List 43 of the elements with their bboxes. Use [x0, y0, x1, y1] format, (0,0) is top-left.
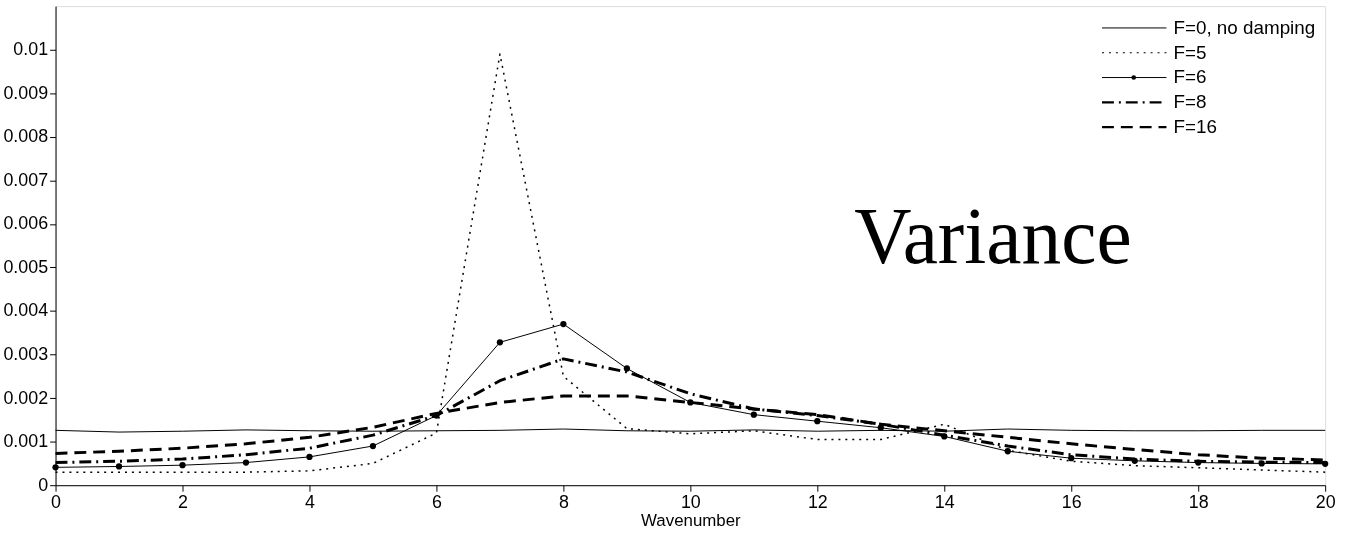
legend-label: F=0, no damping — [1173, 16, 1316, 38]
point — [306, 453, 313, 461]
x-tick-label: 10 — [680, 491, 701, 512]
point — [623, 365, 631, 372]
point — [814, 418, 821, 425]
y-tick-label: 0.007 — [3, 169, 49, 190]
point — [242, 459, 250, 466]
point — [1004, 448, 1011, 455]
legend-label: F=6 — [1173, 66, 1207, 88]
point — [496, 339, 504, 346]
y-tick-label: 0.002 — [3, 387, 49, 408]
x-tick-label: 8 — [558, 491, 569, 512]
y-tick-label: 0.004 — [3, 300, 49, 321]
annotation: Variance — [854, 192, 1132, 281]
x-axis-title: Wavenumber — [641, 511, 742, 531]
point — [560, 320, 567, 328]
legend-label: F=8 — [1173, 91, 1207, 113]
x-tick-label: 14 — [934, 491, 955, 512]
legend-label: F=16 — [1173, 116, 1217, 138]
y-tick-label: 0.001 — [3, 431, 49, 452]
x-tick-label: 6 — [431, 491, 442, 512]
x-tick-label: 18 — [1188, 491, 1209, 512]
y-tick-label: 0.006 — [3, 213, 49, 234]
x-tick-label: 20 — [1315, 491, 1336, 512]
point — [369, 442, 377, 450]
x-tick-label: 12 — [807, 491, 828, 512]
point — [1068, 455, 1075, 462]
point — [750, 411, 757, 418]
y-tick-label: 0.005 — [3, 256, 49, 277]
y-tick-label: 0.008 — [3, 126, 49, 147]
legend-label: F=5 — [1173, 41, 1207, 63]
point — [115, 463, 123, 470]
y-tick-label: 0 — [38, 474, 49, 495]
x-tick-label: 16 — [1061, 491, 1082, 512]
y-tick-label: 0.01 — [13, 39, 49, 60]
x-tick-label: 0 — [51, 491, 62, 512]
x-tick-label: 2 — [178, 491, 189, 512]
point — [687, 399, 694, 406]
point — [52, 464, 59, 471]
point — [179, 462, 186, 469]
y-tick-label: 0.003 — [3, 344, 49, 365]
x-tick-label: 4 — [305, 491, 315, 512]
y-tick-label: 0.009 — [3, 82, 49, 103]
